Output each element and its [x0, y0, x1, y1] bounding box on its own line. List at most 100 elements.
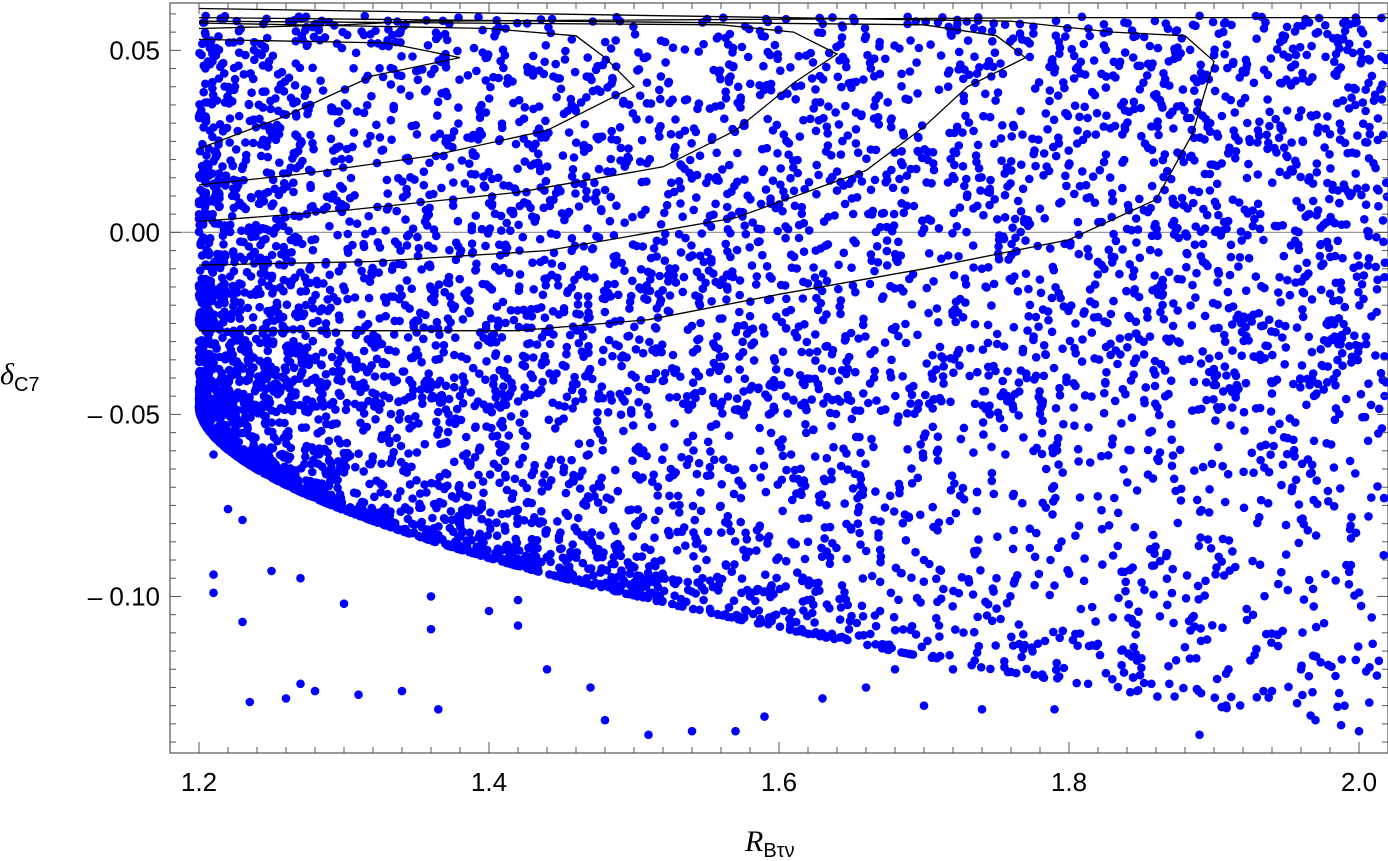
data-point [1049, 363, 1059, 373]
data-point [531, 139, 540, 149]
data-point [519, 409, 529, 419]
data-point [301, 407, 310, 416]
data-point [776, 443, 786, 452]
data-point [520, 157, 530, 166]
data-point [1255, 224, 1265, 234]
data-point [616, 156, 625, 165]
data-point [1240, 426, 1249, 435]
data-point [1214, 442, 1223, 452]
data-point [913, 89, 922, 98]
data-point [1307, 41, 1316, 51]
data-point [1291, 278, 1300, 287]
data-point [507, 494, 517, 504]
data-point [841, 56, 850, 66]
data-point [1307, 347, 1317, 357]
data-point [267, 418, 276, 427]
data-point [471, 211, 481, 220]
data-point [255, 338, 265, 348]
data-point [670, 591, 679, 600]
data-point [858, 574, 868, 583]
data-point [583, 224, 592, 233]
data-point [582, 172, 591, 181]
data-point [431, 341, 441, 350]
data-point [1313, 206, 1323, 215]
data-point [1220, 337, 1230, 347]
data-point [253, 372, 263, 381]
data-point [962, 174, 971, 184]
data-point [564, 207, 574, 217]
data-point [1195, 11, 1204, 21]
data-point [343, 248, 353, 257]
data-point [928, 350, 937, 360]
data-point [771, 610, 781, 619]
data-point [302, 278, 312, 288]
data-point [567, 455, 576, 465]
data-point [1118, 245, 1127, 254]
data-point [659, 443, 669, 452]
data-point [797, 202, 807, 212]
data-point [644, 374, 654, 384]
data-point [1047, 293, 1057, 303]
data-point [1330, 57, 1339, 66]
data-point [611, 465, 620, 475]
data-point [1117, 419, 1126, 428]
data-point [1136, 103, 1145, 113]
data-point [631, 345, 641, 354]
data-point [468, 363, 478, 373]
data-point [492, 531, 502, 540]
data-point [217, 368, 227, 378]
data-point [865, 379, 875, 388]
data-point [220, 69, 229, 78]
data-point [1139, 78, 1148, 87]
data-point [218, 162, 227, 171]
data-point [262, 142, 271, 151]
data-point [955, 203, 965, 212]
data-point [611, 36, 620, 45]
data-point [376, 488, 386, 497]
data-point [458, 315, 468, 324]
data-point [302, 41, 312, 51]
data-point [258, 400, 268, 409]
data-point [1069, 379, 1078, 388]
data-point [887, 324, 897, 334]
data-point [962, 17, 972, 26]
data-point [723, 612, 733, 622]
data-point [229, 203, 239, 213]
data-point [486, 82, 495, 92]
data-point [986, 664, 995, 674]
data-point [890, 41, 899, 50]
data-point [362, 367, 372, 377]
data-point [723, 40, 733, 49]
data-point [955, 491, 965, 501]
data-point [518, 360, 527, 370]
data-point [773, 54, 782, 64]
data-point [410, 520, 419, 530]
data-point [870, 366, 879, 376]
data-point [740, 175, 749, 184]
data-point [634, 48, 643, 57]
data-point [993, 88, 1003, 97]
data-point [1154, 130, 1163, 140]
data-point [697, 386, 707, 396]
data-point [665, 291, 675, 300]
data-point [991, 641, 1000, 650]
data-point [912, 164, 921, 174]
data-point [1237, 327, 1247, 337]
data-point [742, 329, 752, 339]
data-point [1240, 93, 1250, 103]
data-point [934, 621, 944, 630]
data-point [1123, 18, 1132, 28]
data-point [620, 266, 629, 276]
data-point [486, 524, 495, 534]
data-point [1123, 118, 1132, 127]
data-point [1311, 652, 1321, 661]
data-point [849, 236, 858, 245]
data-point [692, 564, 702, 574]
data-point [960, 181, 969, 191]
data-point [1253, 126, 1263, 135]
data-point [1084, 251, 1093, 261]
data-point [317, 360, 326, 370]
data-point [304, 482, 314, 492]
data-point [1315, 251, 1325, 261]
data-point [977, 264, 987, 274]
